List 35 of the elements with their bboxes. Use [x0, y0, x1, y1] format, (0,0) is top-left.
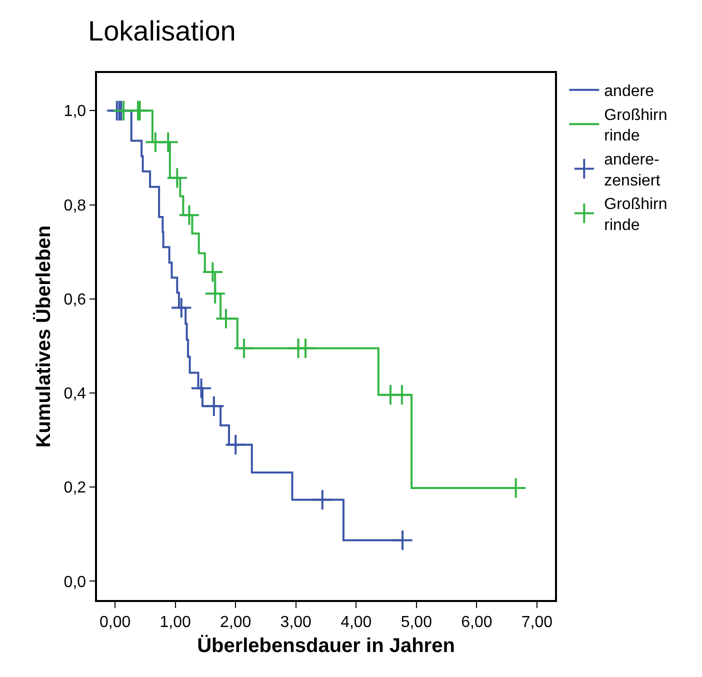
point: [392, 529, 414, 552]
legend-label: andere: [604, 83, 654, 100]
legend-label: Großhirn rinde: [604, 196, 668, 234]
x-tick-label: 6,00: [461, 614, 492, 631]
x-axis-title: Überlebensdauer in Jahren: [197, 634, 455, 657]
point: [224, 434, 246, 456]
point: [166, 167, 188, 189]
point: [202, 261, 224, 283]
y-axis-title: Kumulatives Überleben: [32, 225, 55, 448]
point: [170, 297, 192, 319]
point: [178, 204, 200, 226]
y-tick-label: 0,0: [64, 574, 86, 591]
point: [233, 337, 255, 360]
x-tick-label: 1,00: [160, 614, 192, 631]
legend-label: andere- zensiert: [604, 152, 661, 190]
point: [391, 384, 413, 406]
point: [294, 337, 316, 360]
y-tick-label: 0,4: [64, 386, 86, 403]
point: [215, 308, 237, 330]
point: [203, 395, 225, 417]
x-tick-label: 5,00: [400, 614, 432, 631]
point: [204, 282, 226, 304]
y-tick-label: 0,2: [64, 480, 86, 497]
y-tick-label: 1,0: [64, 103, 86, 120]
x-tick-label: 7,00: [521, 614, 553, 631]
x-tick-label: 0,00: [100, 614, 131, 631]
x-tick-label: 4,00: [340, 614, 372, 631]
y-tick-label: 0,6: [64, 291, 86, 308]
point: [312, 488, 334, 511]
chart-title: Lokalisation: [88, 15, 236, 46]
x-tick-label: 2,00: [220, 614, 252, 631]
point: [190, 377, 212, 400]
y-tick-label: 0,8: [64, 197, 86, 214]
point: [157, 131, 179, 153]
x-tick-label: 3,00: [280, 614, 312, 631]
